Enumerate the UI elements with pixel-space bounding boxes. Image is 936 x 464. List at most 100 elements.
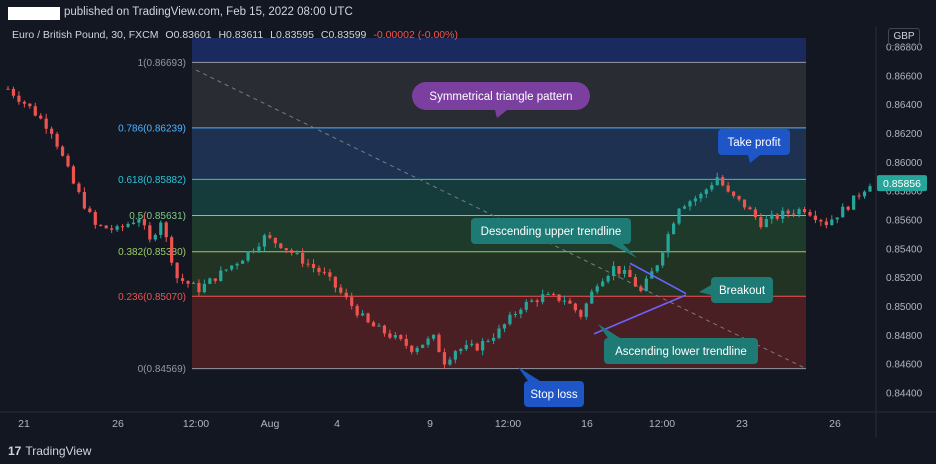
candle-body xyxy=(513,314,517,316)
y-tick-label: 0.84400 xyxy=(886,389,923,400)
candle-body xyxy=(813,215,818,220)
y-tick-label: 0.85800 xyxy=(886,187,923,198)
candle-body xyxy=(661,252,665,266)
candle-body xyxy=(230,265,234,270)
x-tick-label: 12:00 xyxy=(649,418,675,430)
candle-body xyxy=(279,243,283,249)
candle-body xyxy=(808,212,812,216)
callout-triangle-pattern[interactable]: Symmetrical triangle pattern xyxy=(412,82,590,118)
candle-body xyxy=(693,198,698,202)
y-tick-label: 0.86800 xyxy=(886,43,923,54)
candle-body xyxy=(857,195,861,197)
callout-descending-trendline[interactable]: Descending upper trendline xyxy=(471,218,637,258)
candle-body xyxy=(55,133,59,147)
callout-stop-loss-box xyxy=(524,381,584,407)
y-tick-label: 0.85200 xyxy=(886,273,923,284)
candle-body xyxy=(240,260,245,264)
x-tick-label: 9 xyxy=(427,418,433,430)
candle-body xyxy=(497,328,501,338)
candle-body xyxy=(622,270,627,274)
candle-body xyxy=(99,224,103,226)
candle-body xyxy=(175,262,179,279)
candle-body xyxy=(792,213,796,215)
callout-triangle-pattern-text: Symmetrical triangle pattern xyxy=(429,91,572,103)
candle-body xyxy=(33,106,37,116)
candle-body xyxy=(753,209,758,218)
callout-breakout[interactable]: Breakout xyxy=(699,277,773,303)
candle-body xyxy=(835,217,839,220)
candle-body xyxy=(699,194,703,199)
candle-body xyxy=(764,218,768,228)
candle-body xyxy=(486,340,490,342)
candle-body xyxy=(295,252,299,254)
candle-body xyxy=(11,88,16,96)
candle-body xyxy=(66,155,70,167)
candle-body xyxy=(159,222,163,235)
candle-body xyxy=(148,225,152,240)
x-tick-label: 23 xyxy=(736,418,748,430)
callout-breakout-text: Breakout xyxy=(719,285,766,297)
candle-body xyxy=(748,207,752,210)
candle-body xyxy=(393,335,397,338)
candle-body xyxy=(415,347,419,352)
candle-body xyxy=(464,344,468,350)
fib-label-0-5: 0.5(0.85631) xyxy=(129,211,186,222)
fib-label-0: 0(0.84569) xyxy=(138,364,186,375)
ascending-trendline xyxy=(593,294,687,335)
fib-zone-0-618 xyxy=(192,179,806,216)
fib-zone-0-786 xyxy=(192,127,806,180)
candle-body xyxy=(180,278,185,281)
candle-body xyxy=(644,278,648,291)
candle-body xyxy=(852,195,856,210)
candle-body xyxy=(611,266,616,276)
candle-body xyxy=(541,294,545,303)
candle-body xyxy=(311,263,316,268)
callout-stop-loss[interactable]: Stop loss xyxy=(518,367,584,407)
candle-body xyxy=(71,166,76,184)
candle-body xyxy=(737,195,741,200)
candle-body xyxy=(22,101,26,104)
candle-body xyxy=(82,192,86,209)
candle-body xyxy=(366,313,370,323)
ohlc-close: C0.83599 xyxy=(320,29,367,41)
candle-body xyxy=(519,309,523,315)
descending-trendline xyxy=(629,262,687,295)
candle-body xyxy=(6,88,10,90)
redacted-author xyxy=(8,7,60,20)
candle-body xyxy=(115,226,119,230)
candle-body xyxy=(459,349,463,352)
ohlc-high: H0.83611 xyxy=(218,29,264,41)
callout-ascending-trendline[interactable]: Ascending lower trendline xyxy=(598,324,758,364)
candle-body xyxy=(524,301,528,310)
candle-body xyxy=(284,248,288,251)
symbol-name[interactable]: Euro / British Pound, 30, FXCM xyxy=(12,29,159,41)
candle-body xyxy=(219,270,223,281)
candle-body xyxy=(475,343,479,351)
currency-button[interactable]: GBP xyxy=(888,28,920,46)
candle-body xyxy=(562,300,567,302)
candle-body xyxy=(781,210,785,219)
candle-body xyxy=(93,211,97,225)
candle-body xyxy=(682,206,687,209)
x-tick-label: 12:00 xyxy=(495,418,521,430)
ohlc-low: L0.83595 xyxy=(270,29,314,41)
y-tick-label: 0.85000 xyxy=(886,302,923,313)
candle-body xyxy=(224,269,228,271)
candle-body xyxy=(502,324,507,329)
candle-body xyxy=(306,263,310,265)
y-tick-label: 0.84600 xyxy=(886,360,923,371)
candle-body xyxy=(868,186,872,192)
callout-take-profit[interactable]: Take profit xyxy=(718,129,790,163)
candle-body xyxy=(671,223,676,235)
callout-take-profit-text: Take profit xyxy=(727,137,781,149)
candle-body xyxy=(410,345,414,352)
candle-body xyxy=(382,325,387,334)
y-tick-label: 0.86600 xyxy=(886,71,923,82)
candle-body xyxy=(235,263,239,266)
ohlc-change: -0.00002 (-0.00%) xyxy=(373,29,458,41)
candle-body xyxy=(339,287,343,293)
candle-body xyxy=(262,235,267,247)
candle-body xyxy=(732,191,736,196)
candle-body xyxy=(257,246,261,251)
